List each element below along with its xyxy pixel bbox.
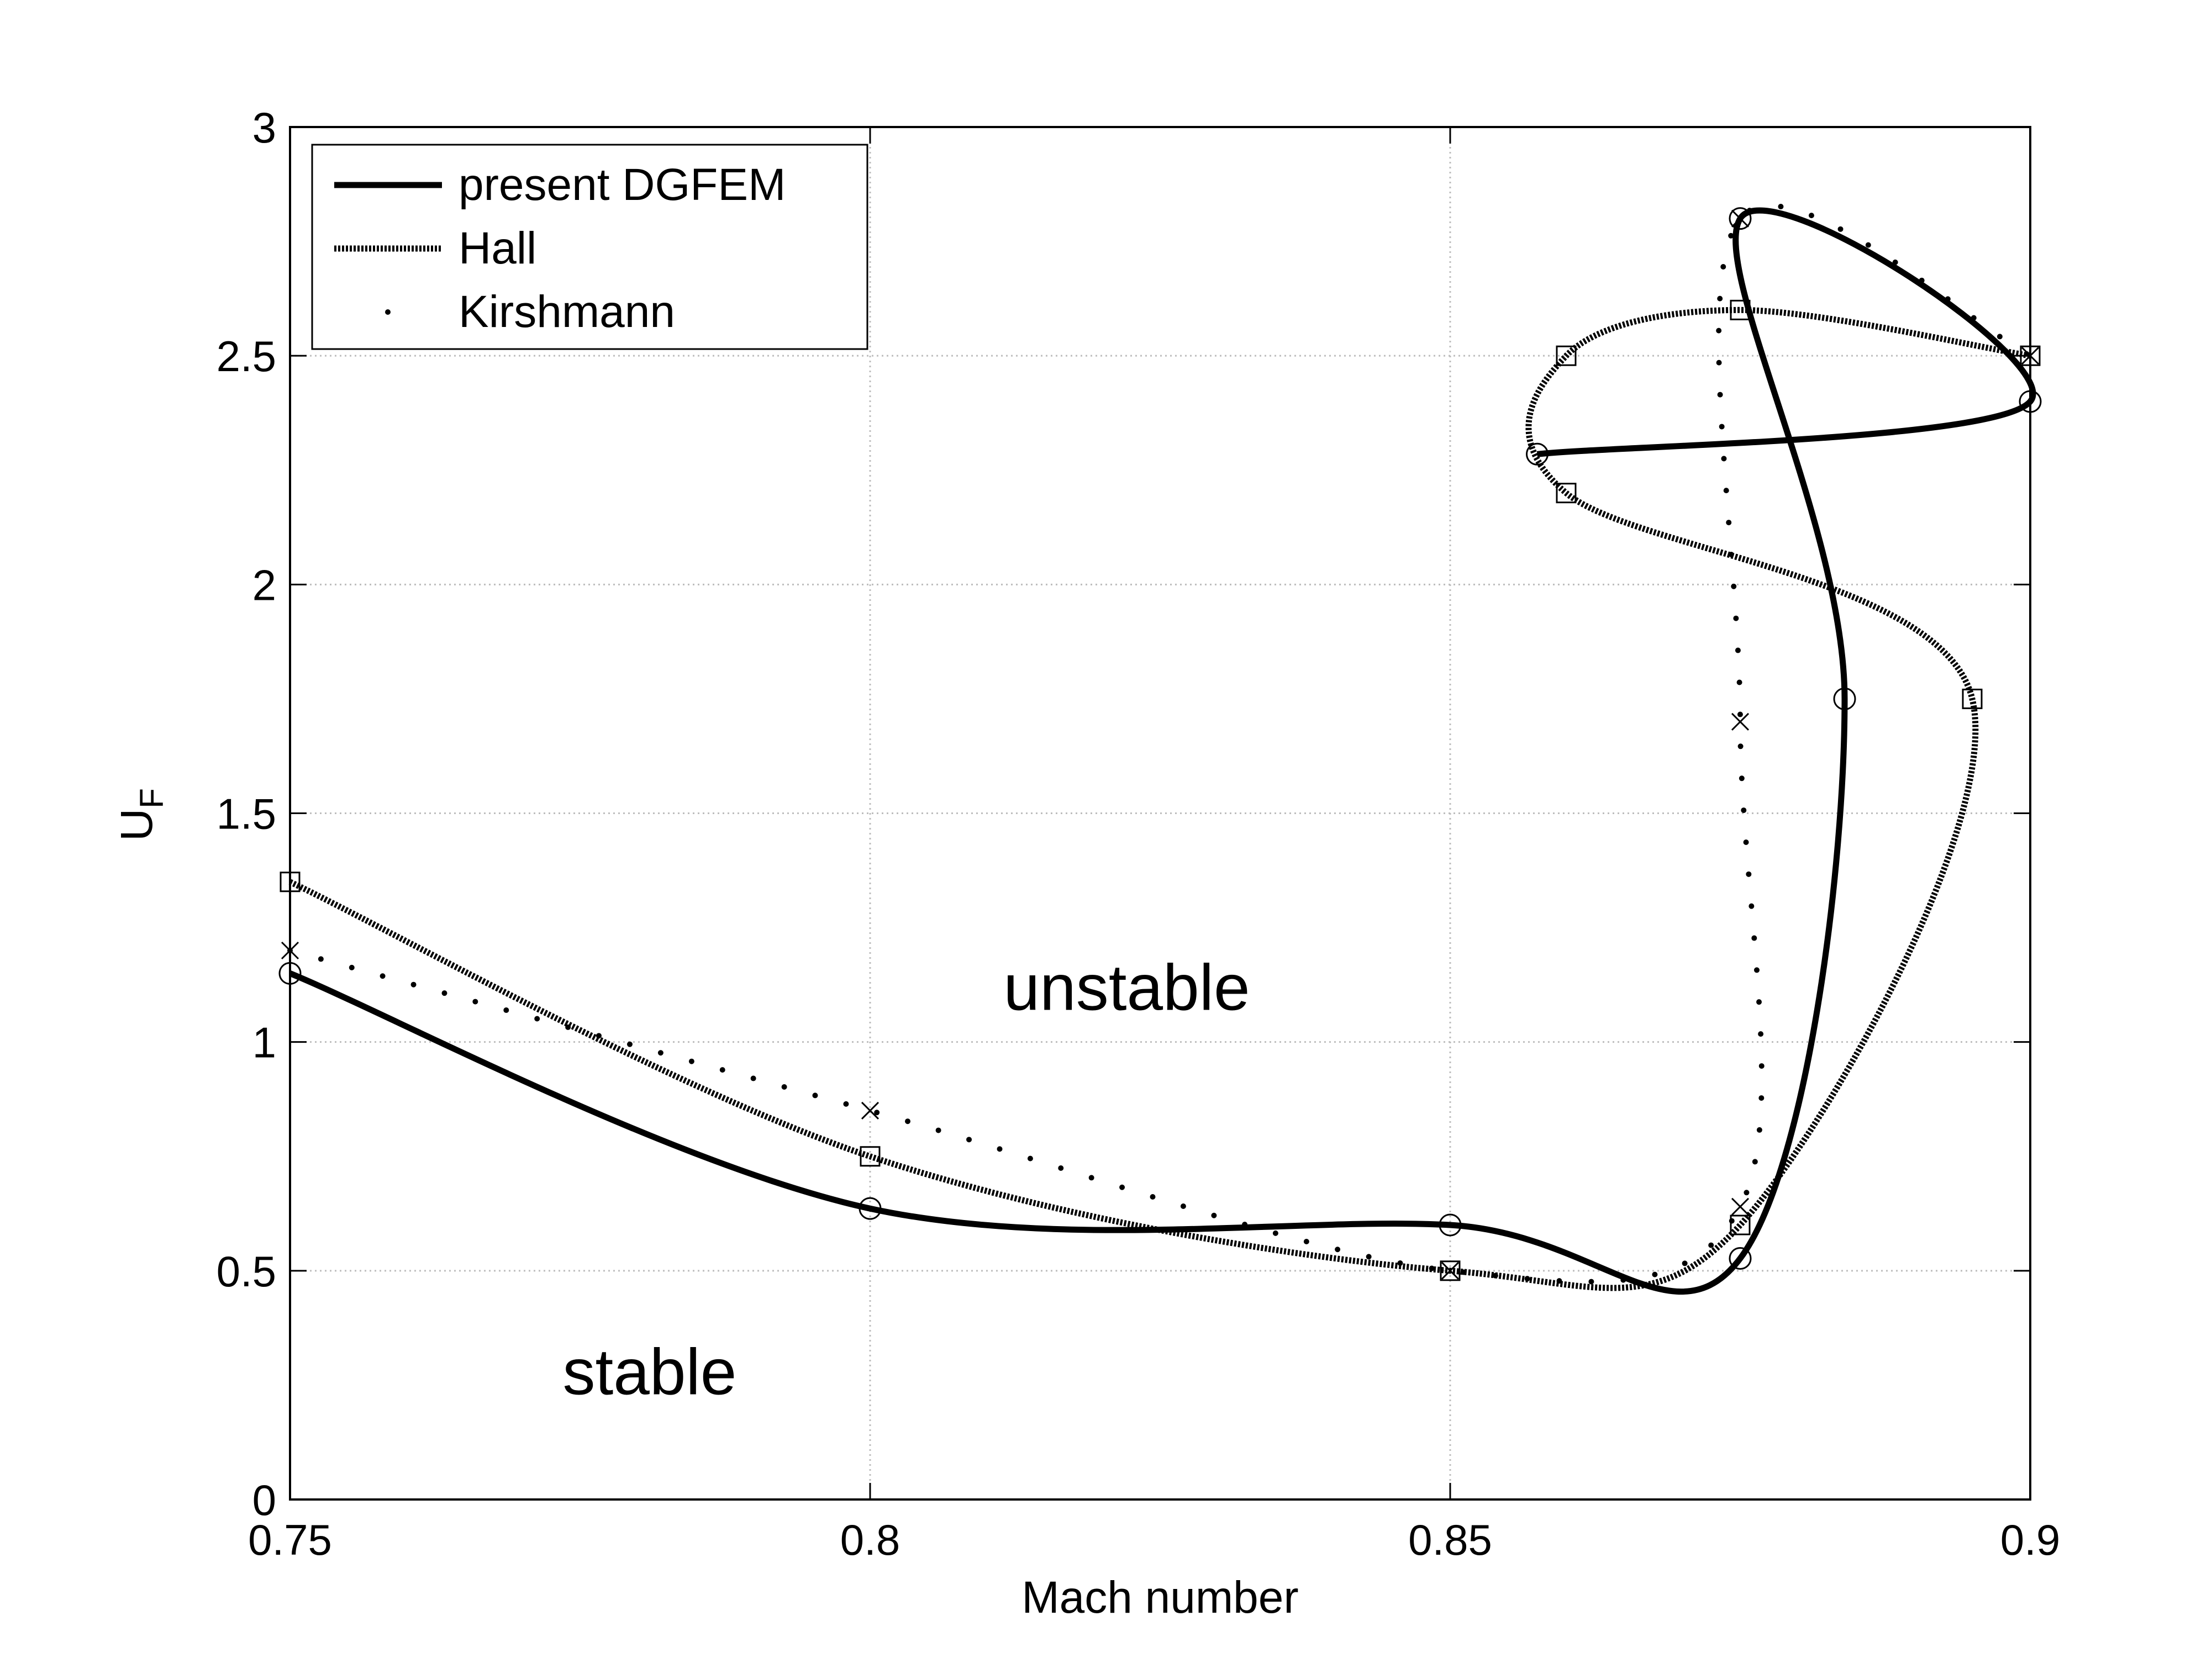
x-tick-label: 0.9 <box>2000 1516 2060 1564</box>
data-point-x <box>1731 209 1750 228</box>
data-point-square <box>860 1146 881 1167</box>
data-point-square <box>1556 345 1577 366</box>
legend: present DGFEM Hall Kirshmann <box>311 144 868 350</box>
series-line-dgfem <box>288 207 2036 1295</box>
data-point-square <box>1556 483 1577 504</box>
legend-label-dgfem: present DGFEM <box>459 160 786 210</box>
series-kirshmann <box>281 203 2040 1285</box>
data-point-square <box>1962 688 1983 709</box>
series-line-kirshmann <box>287 203 2033 1285</box>
data-point-circle <box>1833 687 1856 710</box>
y-tick-label: 0 <box>252 1476 276 1524</box>
data-point-square <box>1730 1215 1751 1235</box>
data-point-x <box>1441 1261 1460 1280</box>
y-tick-label: 1 <box>252 1018 276 1067</box>
x-tick-label: 0.8 <box>840 1516 900 1564</box>
annotation-unstable: unstable <box>1004 952 1250 1025</box>
data-point-x <box>1731 712 1750 731</box>
data-point-circle <box>1729 1247 1752 1270</box>
y-axis-title-main: U <box>112 809 162 841</box>
x-axis-title: Mach number <box>1021 1572 1298 1623</box>
y-tick-label: 2.5 <box>217 332 276 381</box>
y-tick-label: 2 <box>252 561 276 609</box>
annotation-stable: stable <box>563 1335 737 1408</box>
y-tick-label: 3 <box>252 103 276 152</box>
x-tick-label: 0.75 <box>248 1516 332 1564</box>
data-point-circle <box>859 1197 882 1220</box>
data-point-x <box>1731 1197 1750 1216</box>
y-axis-title: UF <box>112 788 170 841</box>
data-point-circle <box>1439 1213 1462 1237</box>
series-line-hall <box>288 307 2031 1291</box>
data-point-circle <box>1526 442 1549 466</box>
data-point-square <box>1730 299 1751 320</box>
x-tick-label: 0.85 <box>1408 1516 1492 1564</box>
y-tick-label: 1.5 <box>217 790 276 838</box>
legend-swatch-kirshmann <box>385 309 391 315</box>
data-point-square <box>1440 1260 1461 1281</box>
data-point-x <box>861 1101 879 1120</box>
y-tick-label: 0.5 <box>217 1247 276 1296</box>
legend-label-hall: Hall <box>459 223 536 273</box>
data-point-circle <box>1729 207 1752 230</box>
plot-area <box>278 203 2042 1295</box>
axis-ticks: 0.75 0.8 0.85 0.9 0 0.5 1 1.5 2 2.5 3 <box>217 103 2061 1564</box>
y-axis-title-subscript: F <box>133 788 170 809</box>
legend-label-kirshmann: Kirshmann <box>459 287 675 337</box>
grid <box>290 127 2030 1499</box>
